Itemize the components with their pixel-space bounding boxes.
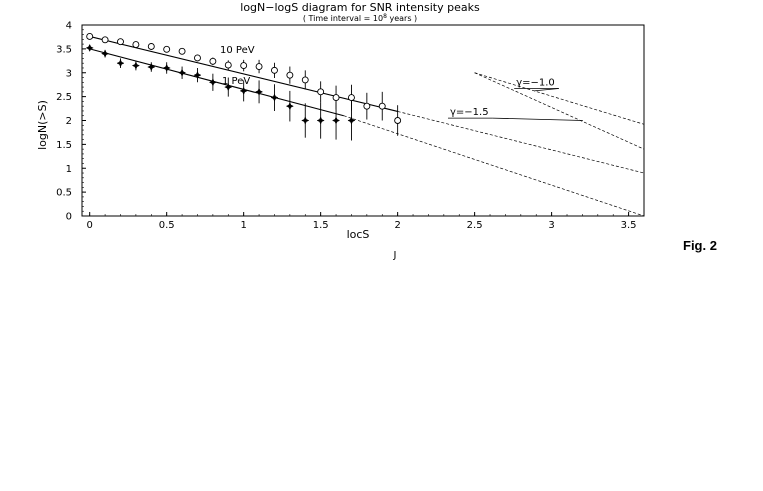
subtitle-suffix: years ) <box>387 14 417 23</box>
x-tick-label: 2 <box>394 220 400 231</box>
chart-subtitle: ( Time interval = 108 years ) <box>303 13 417 23</box>
data-point <box>285 102 294 111</box>
data-point <box>394 117 402 124</box>
data-point <box>162 63 171 73</box>
data-point <box>224 82 233 92</box>
data-point <box>101 49 110 58</box>
data-point <box>209 57 217 65</box>
data-point <box>270 93 279 102</box>
data-point <box>331 116 341 125</box>
subtitle-exponent: 8 <box>383 13 387 20</box>
data-point <box>301 116 310 125</box>
data-point <box>178 47 186 55</box>
figure-label: Fig. 2 <box>683 238 717 253</box>
data-point <box>347 116 356 125</box>
reference-line-label: γ=−1.0 <box>516 78 555 89</box>
data-point <box>240 62 248 70</box>
series-label-10-pev: 10 PeV <box>220 45 255 56</box>
data-point <box>132 41 140 49</box>
data-point <box>194 54 201 62</box>
data-point <box>117 38 124 46</box>
y-tick-label: 0 <box>66 212 72 223</box>
chart-title: logN−logS diagram for SNR intensity peak… <box>240 1 480 14</box>
y-tick-label: 3.5 <box>56 44 72 55</box>
x-tick-label: 3.5 <box>621 220 637 231</box>
reference-lines: γ=−1.0 γ=−1.5 <box>447 72 645 150</box>
data-point <box>254 87 264 96</box>
data-point <box>147 62 156 72</box>
data-point <box>163 45 171 53</box>
data-point <box>101 36 109 44</box>
data-point <box>177 68 187 77</box>
reference-line-label: γ=−1.5 <box>450 107 489 118</box>
data-point <box>301 76 309 84</box>
y-axis-ticks: 0 0.5 1 1.5 2 2.5 3 3.5 4 <box>56 21 86 223</box>
x-axis-ticks: 0 0.5 1 1.5 2 2.5 3 3.5 <box>87 212 637 231</box>
data-point <box>131 61 140 70</box>
x-tick-label: 1.5 <box>313 220 329 231</box>
x-tick-label: 3 <box>548 220 554 231</box>
subtitle-prefix: ( Time interval = 10 <box>303 14 383 23</box>
data-point <box>317 88 325 96</box>
fit-lines <box>89 35 645 217</box>
data-point <box>348 94 355 102</box>
reference-label-leader <box>492 117 583 121</box>
reference-line <box>474 72 645 125</box>
data-point <box>85 43 94 53</box>
x-tick-label: 2.5 <box>467 220 483 231</box>
y-tick-label: 2.5 <box>56 92 72 103</box>
data-point <box>116 59 125 68</box>
fit-line-solid <box>89 35 398 112</box>
fit-line-dashed <box>397 111 645 174</box>
y-tick-label: 1.5 <box>56 140 72 151</box>
data-point <box>332 94 340 102</box>
data-point <box>255 63 263 70</box>
data-point <box>208 78 217 87</box>
y-axis-label: logN(>S) <box>36 100 49 150</box>
data-point <box>224 61 232 69</box>
x-axis-label: locS <box>347 228 370 241</box>
plot-frame <box>81 24 645 217</box>
y-tick-label: 2 <box>66 116 72 127</box>
x-tick-label: 1 <box>240 220 246 231</box>
data-point <box>378 102 386 110</box>
data-point <box>286 71 294 79</box>
reference-line <box>474 72 645 150</box>
data-point <box>271 66 278 74</box>
data-point <box>193 71 202 80</box>
y-tick-label: 4 <box>66 21 72 32</box>
x-tick-label: 0 <box>87 220 93 231</box>
series-1-pev <box>85 43 356 141</box>
fit-line-dashed <box>343 115 645 217</box>
data-point <box>147 43 155 50</box>
data-point <box>239 86 248 95</box>
y-tick-label: 0.5 <box>56 188 72 199</box>
data-point <box>363 102 371 110</box>
data-point <box>86 33 94 40</box>
x-axis-label-below: J <box>393 250 397 261</box>
series-label-1-pev: 1 PeV <box>222 76 250 87</box>
reference-label-leader <box>534 88 559 92</box>
y-tick-label: 3 <box>66 68 72 79</box>
y-tick-label: 1 <box>66 164 72 175</box>
x-tick-label: 0.5 <box>159 220 175 231</box>
data-point <box>316 116 325 125</box>
series-10-pev <box>86 33 402 136</box>
